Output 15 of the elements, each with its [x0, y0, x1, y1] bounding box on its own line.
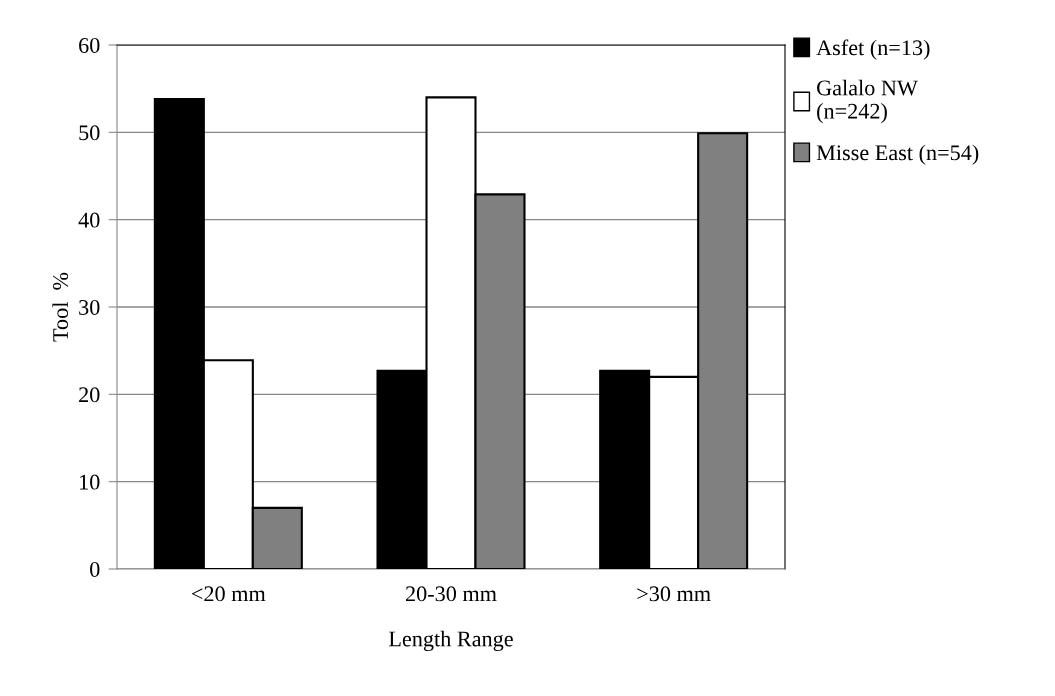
y-tick-label: 50 [79, 125, 100, 141]
x-axis-title: Length Range [389, 630, 513, 652]
x-tick-label: >30 mm [637, 586, 711, 602]
x-tick-label: <20 mm [192, 586, 266, 602]
y-tick-label: 60 [79, 37, 100, 53]
y-tick-label: 20 [79, 387, 100, 403]
y-tick-label: 30 [79, 299, 100, 315]
y-tick-label: 10 [80, 474, 100, 490]
y-tick-label: 0 [90, 561, 100, 577]
y-axis-title: Tool % [52, 272, 69, 342]
legend-label: Misse East (n=54) [816, 144, 979, 165]
y-tick-label: 40 [78, 212, 100, 228]
legend-label: Asfet (n=13) [816, 39, 930, 60]
legend-label: Galalo NW (n=242) [817, 79, 918, 124]
x-tick-label: 20-30 mm [405, 586, 497, 602]
